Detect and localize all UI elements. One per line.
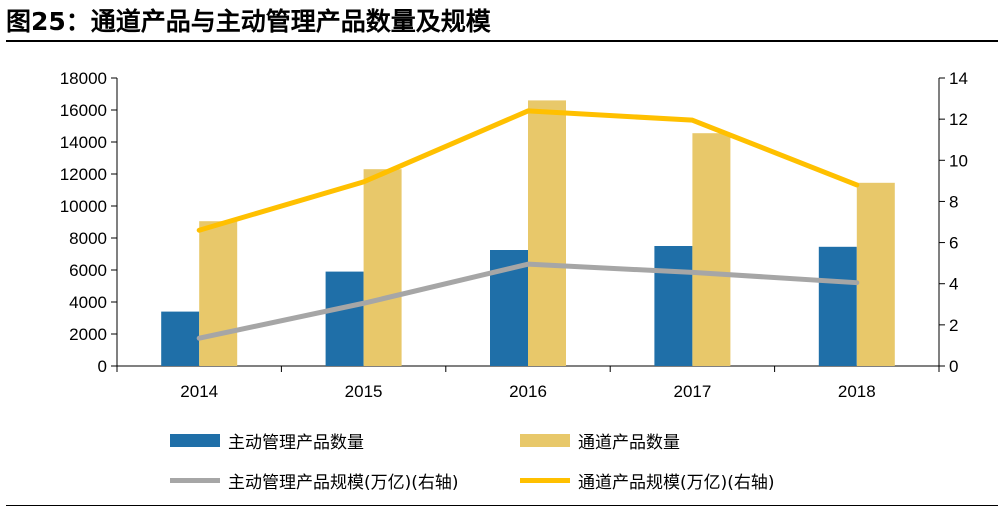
bar-channel-count	[363, 169, 402, 366]
bar-channel-count	[528, 100, 566, 367]
bar-channel-count	[199, 221, 238, 366]
line-active-scale	[196, 261, 860, 341]
left-tick-label: 2000	[69, 325, 107, 344]
bar-active-count	[325, 271, 364, 366]
x-tick-label: 2014	[180, 382, 218, 401]
chart-title: 图25：通道产品与主动管理产品数量及规模	[6, 7, 491, 36]
left-tick-label: 18000	[60, 69, 107, 88]
left-tick-label: 14000	[60, 133, 107, 152]
bar-channel-count	[692, 133, 731, 366]
bar-channel-count	[856, 182, 895, 366]
x-tick-label: 2018	[838, 382, 876, 401]
bar-active-count	[161, 311, 200, 366]
x-tick-label: 2017	[673, 382, 711, 401]
right-tick-label: 4	[949, 275, 958, 294]
x-tick-label: 2016	[509, 382, 547, 401]
left-tick-label: 16000	[60, 101, 107, 120]
right-tick-label: 6	[949, 234, 958, 253]
left-tick-label: 12000	[60, 165, 107, 184]
left-tick-label: 6000	[69, 261, 107, 280]
bar-active-count	[654, 246, 693, 366]
footer-rule	[6, 505, 998, 506]
x-tick-label: 2015	[345, 382, 383, 401]
bar-active-count	[818, 246, 857, 366]
line-channel-scale	[196, 108, 860, 233]
left-tick-label: 10000	[60, 197, 107, 216]
left-tick-label: 8000	[69, 229, 107, 248]
right-tick-label: 8	[949, 192, 958, 211]
left-tick-label: 4000	[69, 293, 107, 312]
right-tick-label: 0	[949, 357, 958, 376]
title-rule	[6, 40, 998, 42]
left-tick-label: 0	[98, 357, 107, 376]
right-tick-label: 12	[949, 110, 968, 129]
right-tick-label: 10	[949, 151, 968, 170]
right-tick-label: 2	[949, 316, 958, 335]
right-tick-label: 14	[949, 69, 968, 88]
